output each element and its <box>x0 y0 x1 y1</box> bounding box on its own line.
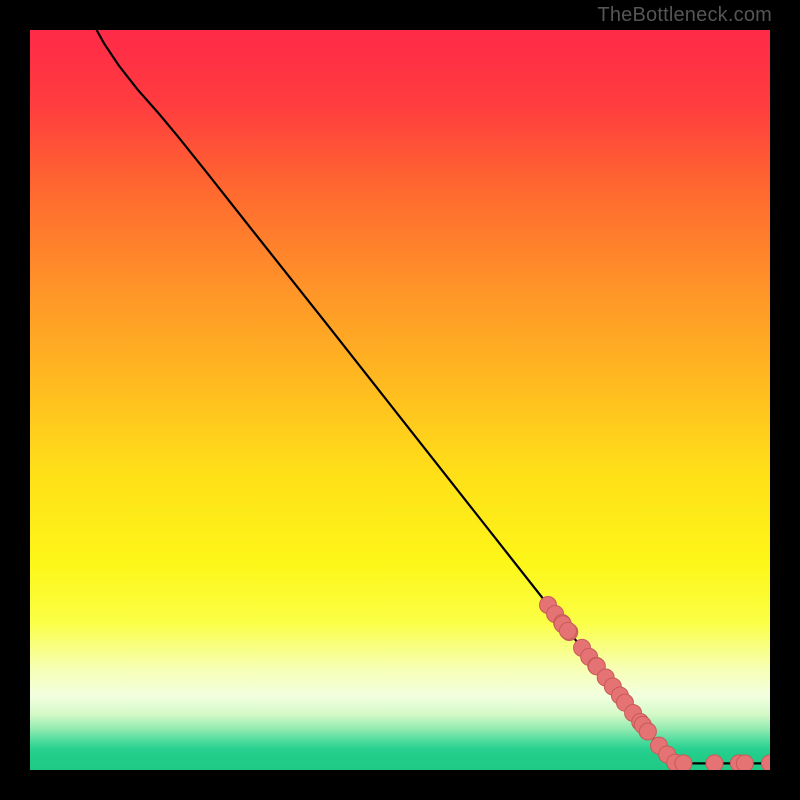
markers-group <box>540 596 771 770</box>
data-marker <box>675 755 692 770</box>
data-marker <box>736 755 753 770</box>
data-marker <box>762 755 771 770</box>
chart-svg <box>30 30 770 770</box>
data-marker <box>639 723 656 740</box>
data-marker <box>559 622 576 639</box>
curve-line <box>97 30 770 763</box>
plot-area <box>30 30 770 770</box>
data-marker <box>706 755 723 770</box>
watermark-text: TheBottleneck.com <box>597 4 772 27</box>
